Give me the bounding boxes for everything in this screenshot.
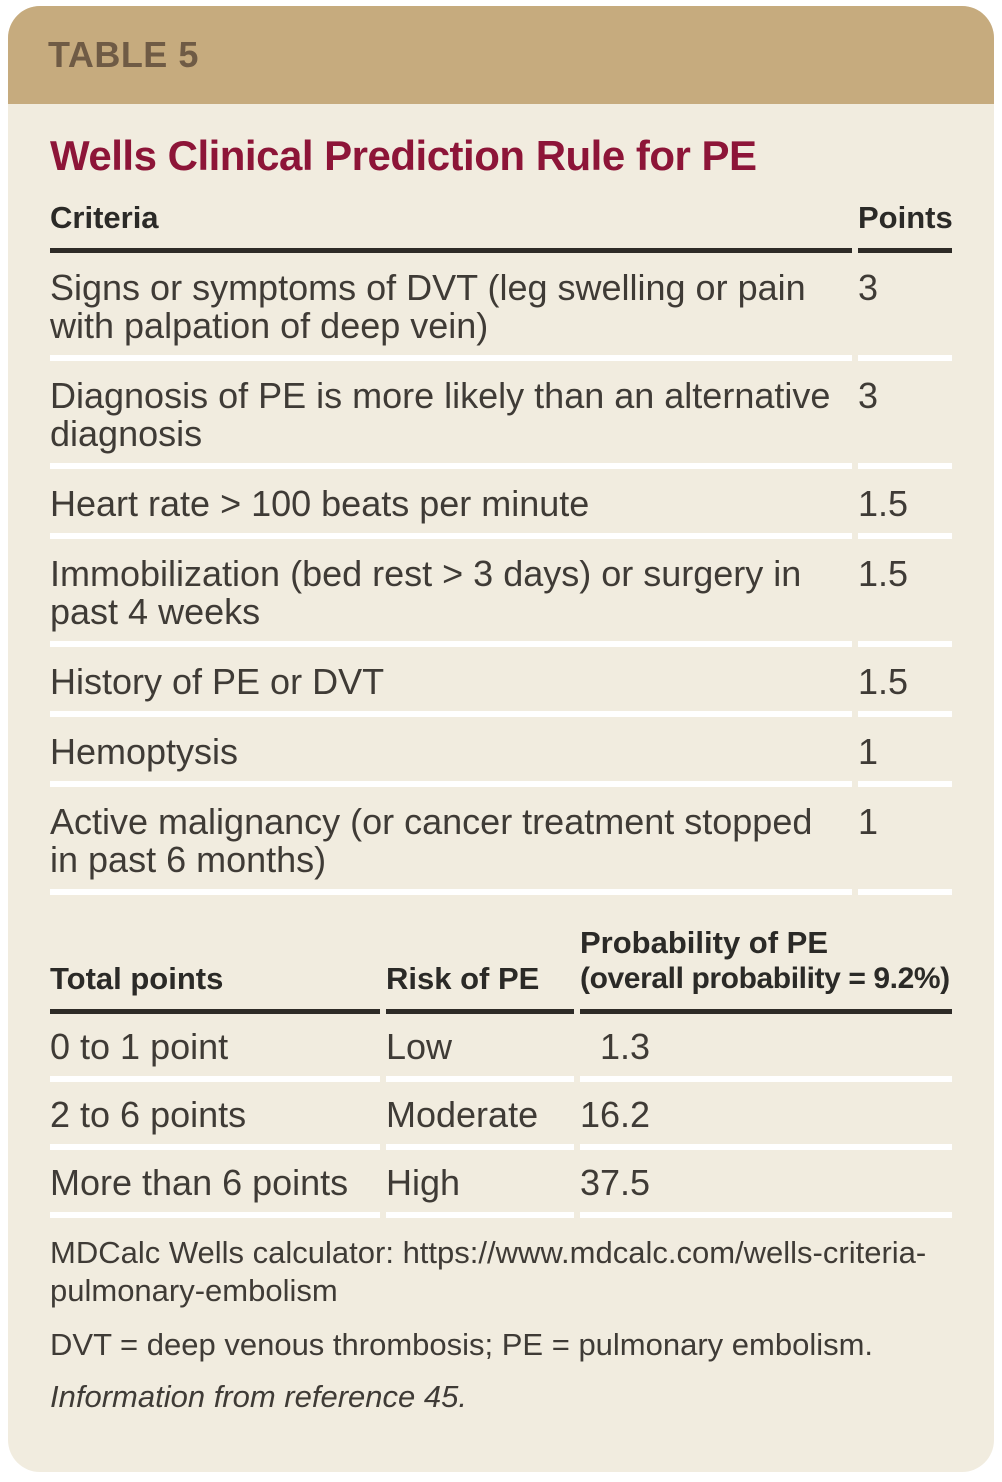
probability-cell: 1.3 bbox=[580, 1014, 952, 1082]
criteria-cell: History of PE or DVT bbox=[50, 647, 852, 717]
table-title: Wells Clinical Prediction Rule for PE bbox=[50, 132, 757, 179]
probability-row-high: More than 6 points High 37.5 bbox=[50, 1150, 952, 1218]
criteria-row-immobilization: Immobilization (bed rest > 3 days) or su… bbox=[50, 539, 952, 647]
probability-cell: 37.5 bbox=[580, 1150, 952, 1218]
criteria-row-malignancy: Active malignancy (or cancer treatment s… bbox=[50, 787, 952, 895]
criteria-header-row: Criteria Points bbox=[50, 200, 953, 253]
criteria-cell: Immobilization (bed rest > 3 days) or su… bbox=[50, 539, 852, 647]
footnote-abbreviations: DVT = deep venous thrombosis; PE = pulmo… bbox=[50, 1327, 874, 1362]
probability-header-line1: Probability of PE bbox=[580, 925, 829, 960]
total-points-column-header: Total points bbox=[50, 925, 380, 1014]
criteria-cell: Hemoptysis bbox=[50, 717, 852, 787]
table-number-label: TABLE 5 bbox=[48, 34, 199, 75]
risk-cell: High bbox=[386, 1150, 574, 1218]
total-points-cell: 0 to 1 point bbox=[50, 1014, 380, 1082]
criteria-row-heart-rate: Heart rate > 100 beats per minute 1.5 bbox=[50, 469, 952, 539]
criteria-cell: Diagnosis of PE is more likely than an a… bbox=[50, 361, 852, 469]
criteria-cell: Heart rate > 100 beats per minute bbox=[50, 469, 852, 539]
points-cell: 1.5 bbox=[858, 469, 952, 539]
criteria-row-hemoptysis: Hemoptysis 1 bbox=[50, 717, 952, 787]
points-cell: 1.5 bbox=[858, 647, 952, 717]
criteria-row-signs-of-dvt: Signs or symptoms of DVT (leg swelling o… bbox=[50, 253, 952, 361]
risk-cell: Moderate bbox=[386, 1082, 574, 1150]
criteria-column-header: Criteria bbox=[50, 200, 852, 253]
points-cell: 3 bbox=[858, 361, 952, 469]
footnote-source: Information from reference 45. bbox=[50, 1379, 467, 1414]
probability-row-moderate: 2 to 6 points Moderate 16.2 bbox=[50, 1082, 952, 1150]
probability-row-low: 0 to 1 point Low 1.3 bbox=[50, 1014, 952, 1082]
criteria-row-history: History of PE or DVT 1.5 bbox=[50, 647, 952, 717]
footnote-calculator-url: MDCalc Wells calculator: https://www.mdc… bbox=[50, 1235, 927, 1308]
probability-column-header: Probability of PE (overall probability =… bbox=[580, 925, 952, 1014]
risk-cell: Low bbox=[386, 1014, 574, 1082]
points-cell: 1 bbox=[858, 787, 952, 895]
criteria-row-pe-more-likely: Diagnosis of PE is more likely than an a… bbox=[50, 361, 952, 469]
points-cell: 1 bbox=[858, 717, 952, 787]
criteria-cell: Signs or symptoms of DVT (leg swelling o… bbox=[50, 253, 852, 361]
risk-column-header: Risk of PE bbox=[386, 925, 574, 1014]
table-card: TABLE 5 Wells Clinical Prediction Rule f… bbox=[8, 6, 994, 1472]
probability-table: Total points Risk of PE Probability of P… bbox=[44, 925, 958, 1218]
points-cell: 1.5 bbox=[858, 539, 952, 647]
total-points-cell: 2 to 6 points bbox=[50, 1082, 380, 1150]
criteria-table: Criteria Points Signs or symptoms of DVT… bbox=[44, 200, 958, 895]
table-number-band: TABLE 5 bbox=[8, 6, 994, 104]
points-cell: 3 bbox=[858, 253, 952, 361]
table-content: Wells Clinical Prediction Rule for PE Cr… bbox=[8, 132, 994, 1416]
total-points-cell: More than 6 points bbox=[50, 1150, 380, 1218]
criteria-cell: Active malignancy (or cancer treatment s… bbox=[50, 787, 852, 895]
probability-cell: 16.2 bbox=[580, 1082, 952, 1150]
probability-header-line2: (overall probability = 9.2%) bbox=[580, 962, 950, 995]
points-column-header: Points bbox=[858, 200, 953, 253]
probability-header-row: Total points Risk of PE Probability of P… bbox=[50, 925, 952, 1014]
